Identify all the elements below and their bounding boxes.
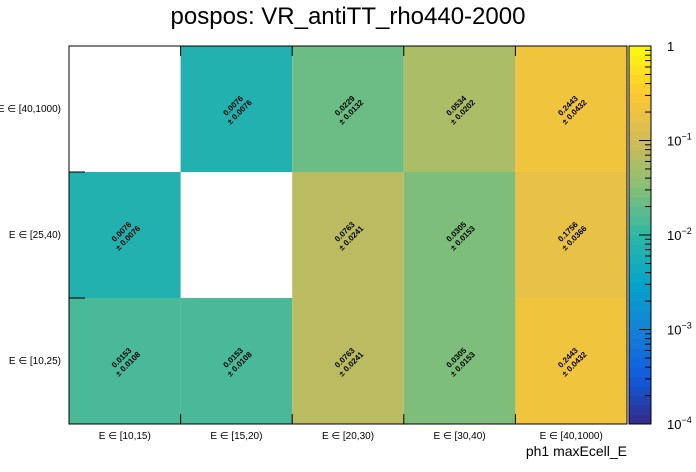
heatmap-cell xyxy=(403,298,516,424)
palette-band xyxy=(629,386,651,397)
x-tick-label: E ∈ [40,1000) xyxy=(540,431,603,442)
palette-band xyxy=(629,405,651,415)
heatmap-cell xyxy=(403,46,516,172)
palette-band xyxy=(629,112,651,122)
palette-band xyxy=(629,121,651,132)
palette-band xyxy=(629,414,651,425)
palette-band xyxy=(629,102,651,113)
palette-tick-label: 10−3 xyxy=(667,321,692,338)
x-axis-ticks: E ∈ [10,15) E ∈ [15,20) E ∈ [20,30) E ∈ [30… xyxy=(99,46,603,442)
palette-tick-label: 10−4 xyxy=(667,415,692,432)
palette-band xyxy=(629,64,651,75)
palette-band xyxy=(629,46,651,56)
palette-band xyxy=(629,74,651,85)
heatmap-cell xyxy=(292,172,404,298)
palette-tick-exponent: −1 xyxy=(681,132,691,142)
y-axis-ticks: E ∈ [10,25) E ∈ [25,40) E ∈ [40,1000) xyxy=(0,104,85,367)
palette-tick-exponent: −2 xyxy=(681,226,691,236)
palette-band xyxy=(629,320,651,330)
palette-band xyxy=(629,149,651,160)
palette-band xyxy=(629,348,651,359)
heatmap-cell xyxy=(515,172,627,298)
heatmap-cell xyxy=(180,46,293,172)
palette-band xyxy=(629,159,651,170)
palette-band xyxy=(629,367,651,378)
color-palette xyxy=(628,45,652,425)
palette-band xyxy=(629,93,651,104)
x-tick-label: E ∈ [30,40) xyxy=(434,431,486,442)
plot-frame xyxy=(68,45,628,425)
palette-band xyxy=(629,55,651,66)
heatmap-cell xyxy=(180,298,293,424)
x-tick-label: E ∈ [20,30) xyxy=(322,431,374,442)
palette-band xyxy=(629,235,651,245)
heatmap-cells: 0.0153± 0.0108 0.0153± 0.0108 0.0763± 0.02… xyxy=(69,46,627,424)
palette-band xyxy=(629,206,651,217)
palette-band xyxy=(629,253,651,264)
palette-band xyxy=(629,310,651,321)
palette-band xyxy=(629,140,651,151)
palette-band xyxy=(629,131,651,141)
heatmap-cell xyxy=(515,46,627,172)
palette-tick-label: 1 xyxy=(667,39,674,54)
x-tick-label: E ∈ [15,20) xyxy=(210,431,262,442)
palette-band xyxy=(629,83,651,94)
heatmap-cell xyxy=(403,172,516,298)
x-axis-title: ph1 maxEcell_E xyxy=(526,443,627,459)
palette-band xyxy=(629,329,651,340)
palette-band xyxy=(629,225,651,236)
palette-tick-exponent: −4 xyxy=(681,415,691,425)
palette-band xyxy=(629,301,651,311)
palette-band xyxy=(629,168,651,179)
palette-band xyxy=(629,395,651,406)
chart-title: pospos: VR_antiTT_rho440-2000 xyxy=(171,3,526,30)
palette-band xyxy=(629,291,651,302)
heatmap-cell xyxy=(69,172,181,298)
palette-band xyxy=(629,282,651,293)
y-tick-label: E ∈ [25,40) xyxy=(9,230,61,241)
palette-band xyxy=(629,338,651,349)
palette-band xyxy=(629,376,651,387)
heatmap-cell xyxy=(292,46,404,172)
x-tick-label: E ∈ [10,15) xyxy=(99,431,151,442)
palette-band xyxy=(629,197,651,208)
y-tick-label: E ∈ [40,1000) xyxy=(0,104,61,115)
heatmap-cell xyxy=(69,298,181,424)
palette-band xyxy=(629,263,651,274)
palette-band xyxy=(629,244,651,255)
palette-tick-label: 10−1 xyxy=(667,132,692,149)
heatmap-cell xyxy=(292,298,404,424)
palette-band xyxy=(629,272,651,283)
palette-band xyxy=(629,216,651,226)
palette-band xyxy=(629,187,651,198)
palette-tick-exponent: −3 xyxy=(681,321,691,331)
y-tick-label: E ∈ [10,25) xyxy=(9,356,61,367)
palette-band xyxy=(629,178,651,189)
palette-tick-label: 10−2 xyxy=(667,226,692,243)
palette-band xyxy=(629,357,651,368)
heatmap-cell xyxy=(515,298,627,424)
